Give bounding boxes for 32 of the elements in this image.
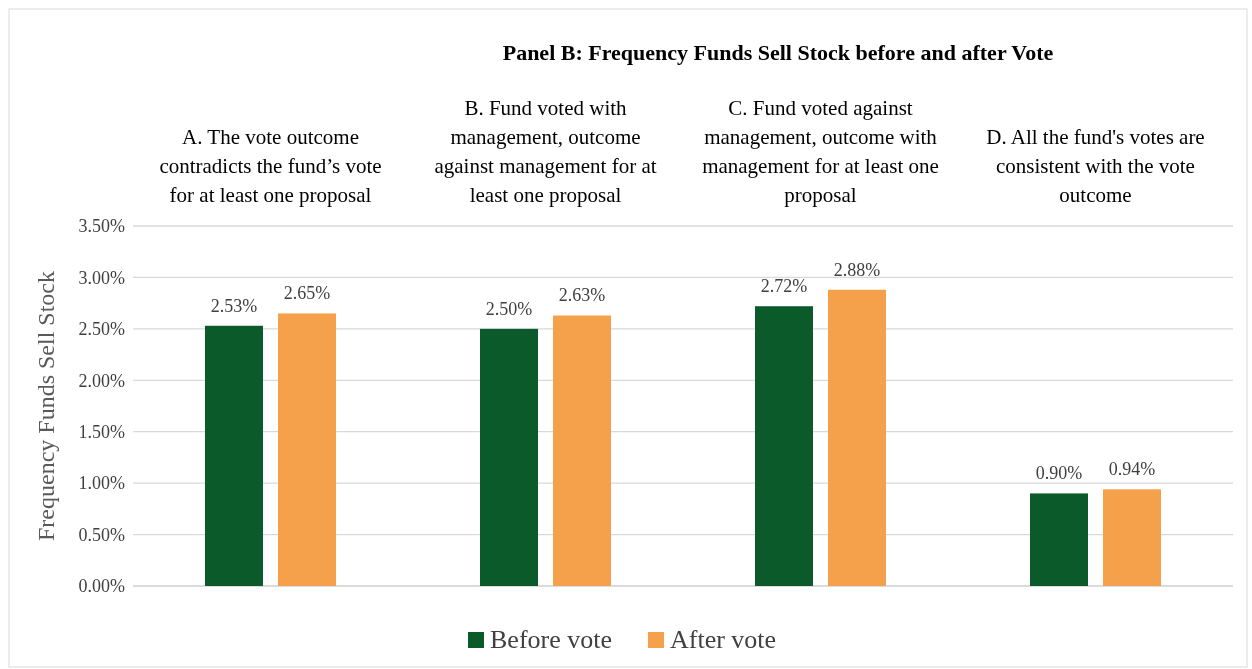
y-tick-label: 0.00% (78, 576, 125, 597)
x-tick-label: A. The vote outcome contradicts the fund’s vote for at least one proposal (159, 125, 382, 207)
data-label: 2.65% (283, 283, 331, 304)
y-tick-label: 1.50% (78, 422, 125, 443)
y-tick-label: 2.00% (78, 370, 125, 391)
data-label: 2.63% (558, 285, 606, 306)
y-tick-label: 1.00% (78, 473, 125, 494)
data-label: 2.72% (760, 276, 808, 297)
y-tick-label: 0.50% (78, 524, 125, 545)
y-tick-label: 3.00% (78, 267, 125, 288)
x-tick-label: B. Fund voted with management, outcome against management for at least one proposal (434, 96, 657, 207)
bar (755, 306, 813, 586)
bar (1103, 489, 1161, 586)
bar (480, 328, 538, 586)
y-tick-label: 2.50% (78, 319, 125, 340)
y-tick-label: 3.50% (78, 216, 125, 237)
data-label: 0.94% (1108, 459, 1156, 480)
x-tick-label: C. Fund voted against management, outcome with management for at least one proposal (702, 96, 939, 207)
y-axis-title: Frequency Funds Sell Stock (33, 271, 59, 541)
legend-label: Before vote (490, 625, 613, 654)
x-tick-label: D. All the fund's votes are consistent with the vote outcome (986, 125, 1205, 207)
bar (828, 289, 886, 586)
data-label: 0.90% (1035, 463, 1083, 484)
data-label: 2.50% (485, 298, 533, 319)
bar (553, 315, 611, 586)
data-label: 2.53% (210, 295, 258, 316)
bar (205, 325, 263, 586)
chart-title: Panel B: Frequency Funds Sell Stock before and after Vote (502, 40, 1054, 65)
legend-label: After vote (670, 625, 777, 654)
data-label: 2.88% (833, 259, 881, 280)
bar (278, 313, 336, 586)
bar (1030, 493, 1088, 586)
